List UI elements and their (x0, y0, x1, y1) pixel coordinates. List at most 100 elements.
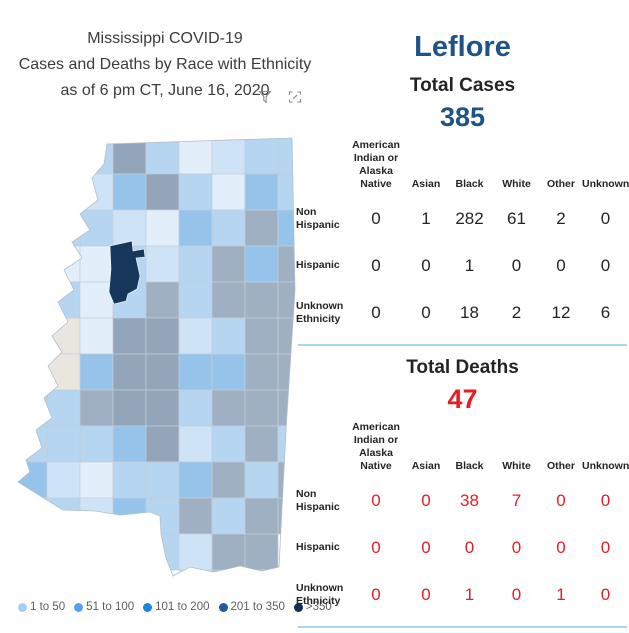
county-cell[interactable] (178, 317, 213, 355)
legend-item[interactable]: 101 to 200 (143, 601, 210, 613)
county-cell[interactable] (79, 497, 114, 535)
county-cell[interactable] (244, 209, 279, 247)
county-cell[interactable] (211, 497, 246, 535)
mississippi-choropleth-map[interactable] (0, 130, 320, 600)
county-cell[interactable] (79, 173, 114, 211)
county-cell[interactable] (244, 533, 279, 571)
county-cell[interactable] (112, 317, 147, 355)
county-cell[interactable] (46, 353, 81, 391)
county-cell[interactable] (178, 497, 213, 535)
county-cell[interactable] (112, 497, 147, 535)
county-cell[interactable] (244, 245, 279, 283)
county-cell[interactable] (211, 173, 246, 211)
column-header: Asian (411, 178, 441, 190)
county-cell[interactable] (14, 389, 48, 427)
county-cell[interactable] (244, 138, 279, 175)
county-cell[interactable] (79, 317, 114, 355)
county-cell[interactable] (244, 497, 279, 535)
county-cell[interactable] (178, 389, 213, 427)
county-cell[interactable] (178, 569, 213, 600)
report-title-line3: as of 6 pm CT, June 16, 2020 (60, 82, 270, 99)
county-cell[interactable] (211, 389, 246, 427)
county-cell[interactable] (112, 353, 147, 391)
county-cell[interactable] (145, 173, 180, 211)
county-cell[interactable] (112, 209, 147, 247)
county-cell[interactable] (211, 281, 246, 319)
county-cell[interactable] (79, 425, 114, 463)
column-header-spacer (296, 191, 346, 195)
county-cell[interactable] (145, 461, 180, 499)
focus-mode-icon[interactable] (288, 90, 302, 104)
table-cell: 0 (600, 584, 611, 604)
county-cell[interactable] (178, 353, 213, 391)
county-cell[interactable] (112, 389, 147, 427)
county-cell[interactable] (178, 461, 213, 499)
county-cell[interactable] (211, 138, 246, 175)
county-cell[interactable] (211, 317, 246, 355)
county-cell[interactable] (79, 209, 114, 247)
county-cell[interactable] (145, 497, 180, 535)
county-cell[interactable] (178, 281, 213, 319)
county-cell[interactable] (211, 533, 246, 571)
total-cases-value: 385 (439, 102, 486, 132)
county-cell[interactable] (211, 245, 246, 283)
county-cell[interactable] (145, 281, 180, 319)
county-cell[interactable] (79, 138, 114, 175)
county-cell[interactable] (211, 461, 246, 499)
legend-dot (18, 602, 27, 612)
county-cell[interactable] (14, 497, 48, 535)
county-cell[interactable] (14, 461, 48, 499)
county-cell[interactable] (244, 389, 279, 427)
county-cell[interactable] (79, 281, 114, 319)
cases-table: American Indian or Alaska Native Asian Bla… (296, 139, 629, 336)
county-cell[interactable] (145, 353, 180, 391)
county-cell[interactable] (145, 389, 180, 427)
county-cell[interactable] (46, 173, 81, 211)
county-cell[interactable] (244, 425, 279, 463)
county-cell[interactable] (178, 533, 213, 571)
county-cell[interactable] (244, 173, 279, 211)
county-cell[interactable] (244, 317, 279, 355)
county-cell[interactable] (178, 138, 213, 175)
filter-icon[interactable] (258, 90, 272, 104)
county-cell[interactable] (244, 569, 279, 600)
table-cell: 0 (511, 537, 522, 557)
county-cell[interactable] (244, 281, 279, 319)
county-cell[interactable] (79, 245, 114, 283)
table-cell: 0 (371, 490, 381, 510)
county-cell[interactable] (145, 317, 180, 355)
legend-item[interactable]: 1 to 50 (18, 601, 65, 613)
report-title: Mississippi COVID-19 Cases and Deaths by… (0, 26, 330, 104)
county-cell[interactable] (46, 461, 81, 499)
county-cell[interactable] (46, 209, 81, 247)
county-cell[interactable] (178, 173, 213, 211)
county-cell[interactable] (211, 209, 246, 247)
legend-item[interactable]: >350 (293, 601, 332, 613)
county-cell[interactable] (178, 425, 213, 463)
legend-item[interactable]: 201 to 350 (218, 601, 285, 613)
selected-county-leflore[interactable] (108, 240, 146, 305)
county-cell[interactable] (145, 209, 180, 247)
county-cell[interactable] (145, 138, 180, 175)
table-cell: 1 (556, 584, 566, 604)
county-cell[interactable] (244, 461, 279, 499)
county-cell[interactable] (244, 353, 279, 391)
county-cell[interactable] (46, 245, 81, 283)
county-cell[interactable] (211, 425, 246, 463)
table-cell: 7 (511, 490, 522, 510)
county-cell[interactable] (145, 245, 180, 283)
county-cell[interactable] (46, 425, 81, 463)
county-cell[interactable] (178, 245, 213, 283)
county-cell[interactable] (145, 425, 180, 463)
county-cell[interactable] (211, 353, 246, 391)
county-cell[interactable] (211, 569, 246, 600)
county-cell[interactable] (178, 209, 213, 247)
county-cell[interactable] (79, 461, 114, 499)
county-cell[interactable] (112, 173, 147, 211)
legend-item[interactable]: 51 to 100 (74, 601, 134, 613)
county-cell[interactable] (112, 425, 147, 463)
county-cell[interactable] (46, 389, 81, 427)
county-cell[interactable] (79, 353, 114, 391)
county-cell[interactable] (112, 461, 147, 499)
county-cell[interactable] (79, 389, 114, 427)
